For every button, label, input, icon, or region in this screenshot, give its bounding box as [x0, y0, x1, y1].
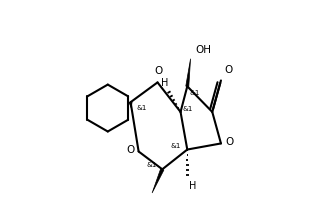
Text: H: H: [161, 78, 169, 88]
Text: O: O: [155, 66, 163, 76]
Text: &1: &1: [146, 162, 156, 168]
Text: &1: &1: [183, 106, 193, 112]
Text: OH: OH: [195, 45, 211, 55]
Text: &1: &1: [137, 105, 147, 111]
Polygon shape: [186, 59, 191, 86]
Text: O: O: [225, 65, 233, 75]
Text: O: O: [126, 145, 135, 155]
Text: O: O: [225, 137, 233, 147]
Text: H: H: [189, 181, 197, 191]
Polygon shape: [152, 169, 164, 193]
Polygon shape: [129, 102, 132, 108]
Text: &1: &1: [190, 90, 200, 96]
Text: &1: &1: [171, 143, 181, 149]
